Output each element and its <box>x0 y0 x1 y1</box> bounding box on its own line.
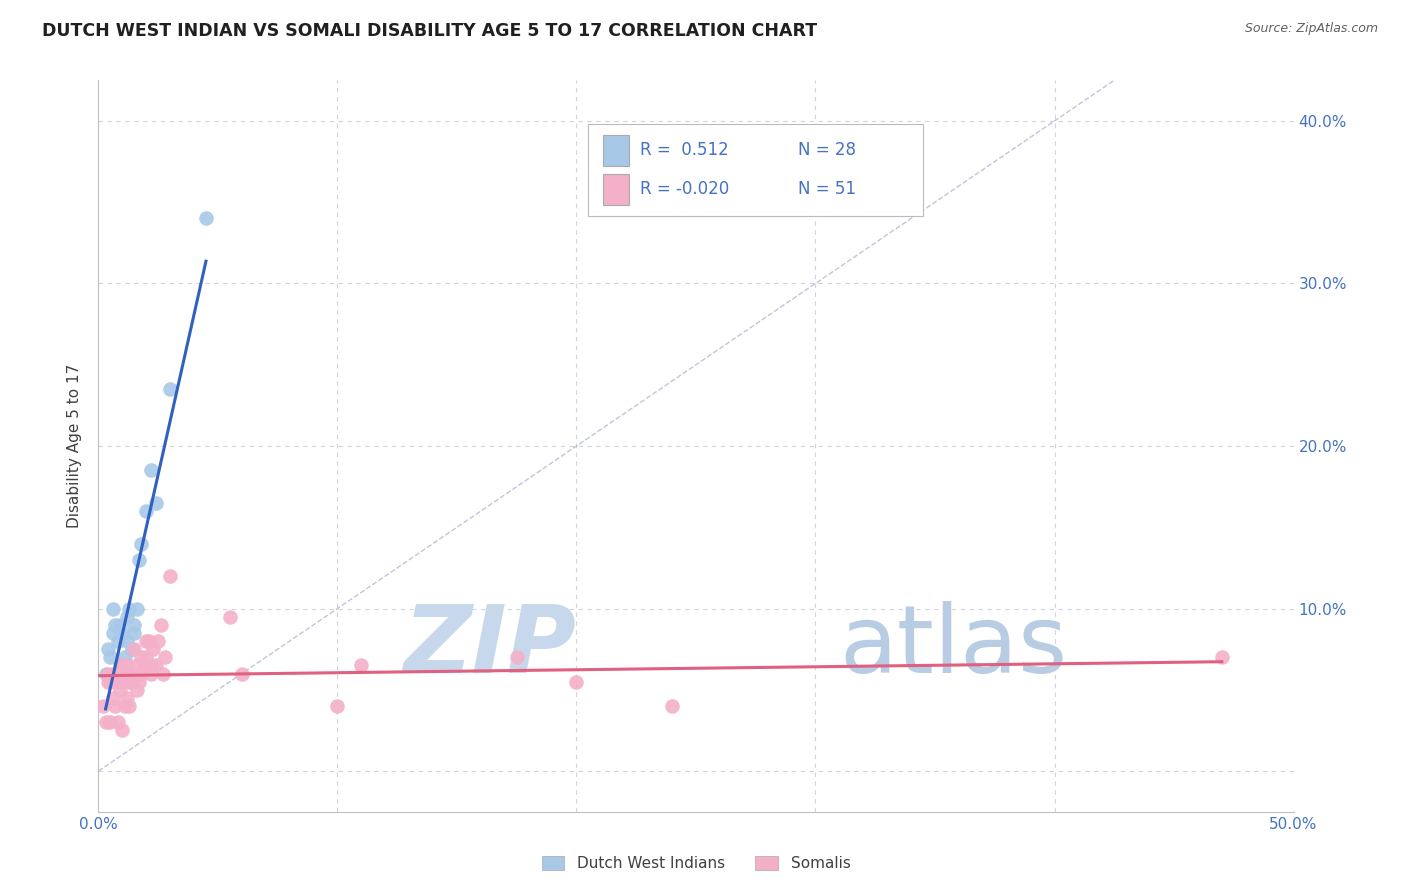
Point <box>194 211 218 226</box>
Point <box>219 609 242 624</box>
Text: Source: ZipAtlas.com: Source: ZipAtlas.com <box>1244 22 1378 36</box>
Point <box>107 634 129 648</box>
Text: atlas: atlas <box>839 601 1067 693</box>
Point <box>114 699 136 714</box>
Point <box>104 699 127 714</box>
Point <box>115 609 138 624</box>
Point <box>135 504 157 518</box>
Text: DUTCH WEST INDIAN VS SOMALI DISABILITY AGE 5 TO 17 CORRELATION CHART: DUTCH WEST INDIAN VS SOMALI DISABILITY A… <box>42 22 817 40</box>
Point <box>128 674 150 689</box>
Point <box>118 674 141 689</box>
Point <box>118 666 141 681</box>
Point <box>155 650 177 665</box>
Point <box>125 601 148 615</box>
Point <box>101 690 124 705</box>
Point <box>138 634 160 648</box>
Point <box>139 463 162 477</box>
Point <box>142 642 165 657</box>
Point <box>125 682 148 697</box>
Point <box>121 642 143 657</box>
Point <box>97 674 120 689</box>
Point <box>132 658 155 673</box>
Point <box>124 642 146 657</box>
Point <box>111 723 134 738</box>
Point <box>124 626 146 640</box>
Point <box>101 626 124 640</box>
Point <box>121 674 143 689</box>
Point <box>107 666 129 681</box>
Point <box>104 674 127 689</box>
Point <box>118 699 141 714</box>
Point <box>131 536 153 550</box>
FancyBboxPatch shape <box>603 174 628 204</box>
Point <box>506 650 529 665</box>
Point <box>101 601 124 615</box>
Point <box>114 650 136 665</box>
Point <box>125 658 148 673</box>
Point <box>101 666 124 681</box>
Point <box>108 666 131 681</box>
Point <box>145 658 167 673</box>
Point <box>149 617 172 632</box>
Point <box>91 699 114 714</box>
FancyBboxPatch shape <box>603 136 628 166</box>
Point <box>104 617 127 632</box>
Point <box>98 650 122 665</box>
Point <box>124 666 146 681</box>
Text: R =  0.512: R = 0.512 <box>640 141 728 159</box>
Point <box>115 634 138 648</box>
Point <box>124 617 146 632</box>
Point <box>152 666 174 681</box>
Point <box>111 674 134 689</box>
Point <box>108 617 131 632</box>
Point <box>326 699 349 714</box>
Point <box>107 715 129 730</box>
Point <box>159 382 181 396</box>
Point <box>145 496 167 510</box>
Point <box>159 569 181 583</box>
Point <box>98 715 122 730</box>
Point <box>1211 650 1233 665</box>
Point <box>118 601 141 615</box>
Point <box>115 658 138 673</box>
Point <box>135 634 157 648</box>
Point <box>139 666 162 681</box>
Point <box>94 666 117 681</box>
Point <box>350 658 373 673</box>
Text: N = 28: N = 28 <box>797 141 856 159</box>
Point <box>111 658 134 673</box>
Y-axis label: Disability Age 5 to 17: Disability Age 5 to 17 <box>67 364 83 528</box>
Point <box>94 715 117 730</box>
Text: R = -0.020: R = -0.020 <box>640 179 730 197</box>
Point <box>111 626 134 640</box>
Point <box>108 682 131 697</box>
Point <box>97 666 120 681</box>
Point <box>131 666 153 681</box>
Point <box>97 642 120 657</box>
Point <box>565 674 588 689</box>
FancyBboxPatch shape <box>588 124 922 216</box>
Point <box>661 699 683 714</box>
Point <box>107 666 129 681</box>
Point <box>135 650 157 665</box>
Point <box>98 674 122 689</box>
Point <box>108 658 131 673</box>
Legend: Dutch West Indians, Somalis: Dutch West Indians, Somalis <box>536 850 856 877</box>
Text: N = 51: N = 51 <box>797 179 856 197</box>
Point <box>128 553 150 567</box>
Point <box>131 650 153 665</box>
Point <box>139 658 162 673</box>
Point <box>115 690 138 705</box>
Point <box>148 634 170 648</box>
Point <box>114 666 136 681</box>
Text: ZIP: ZIP <box>404 601 576 693</box>
Point <box>231 666 253 681</box>
